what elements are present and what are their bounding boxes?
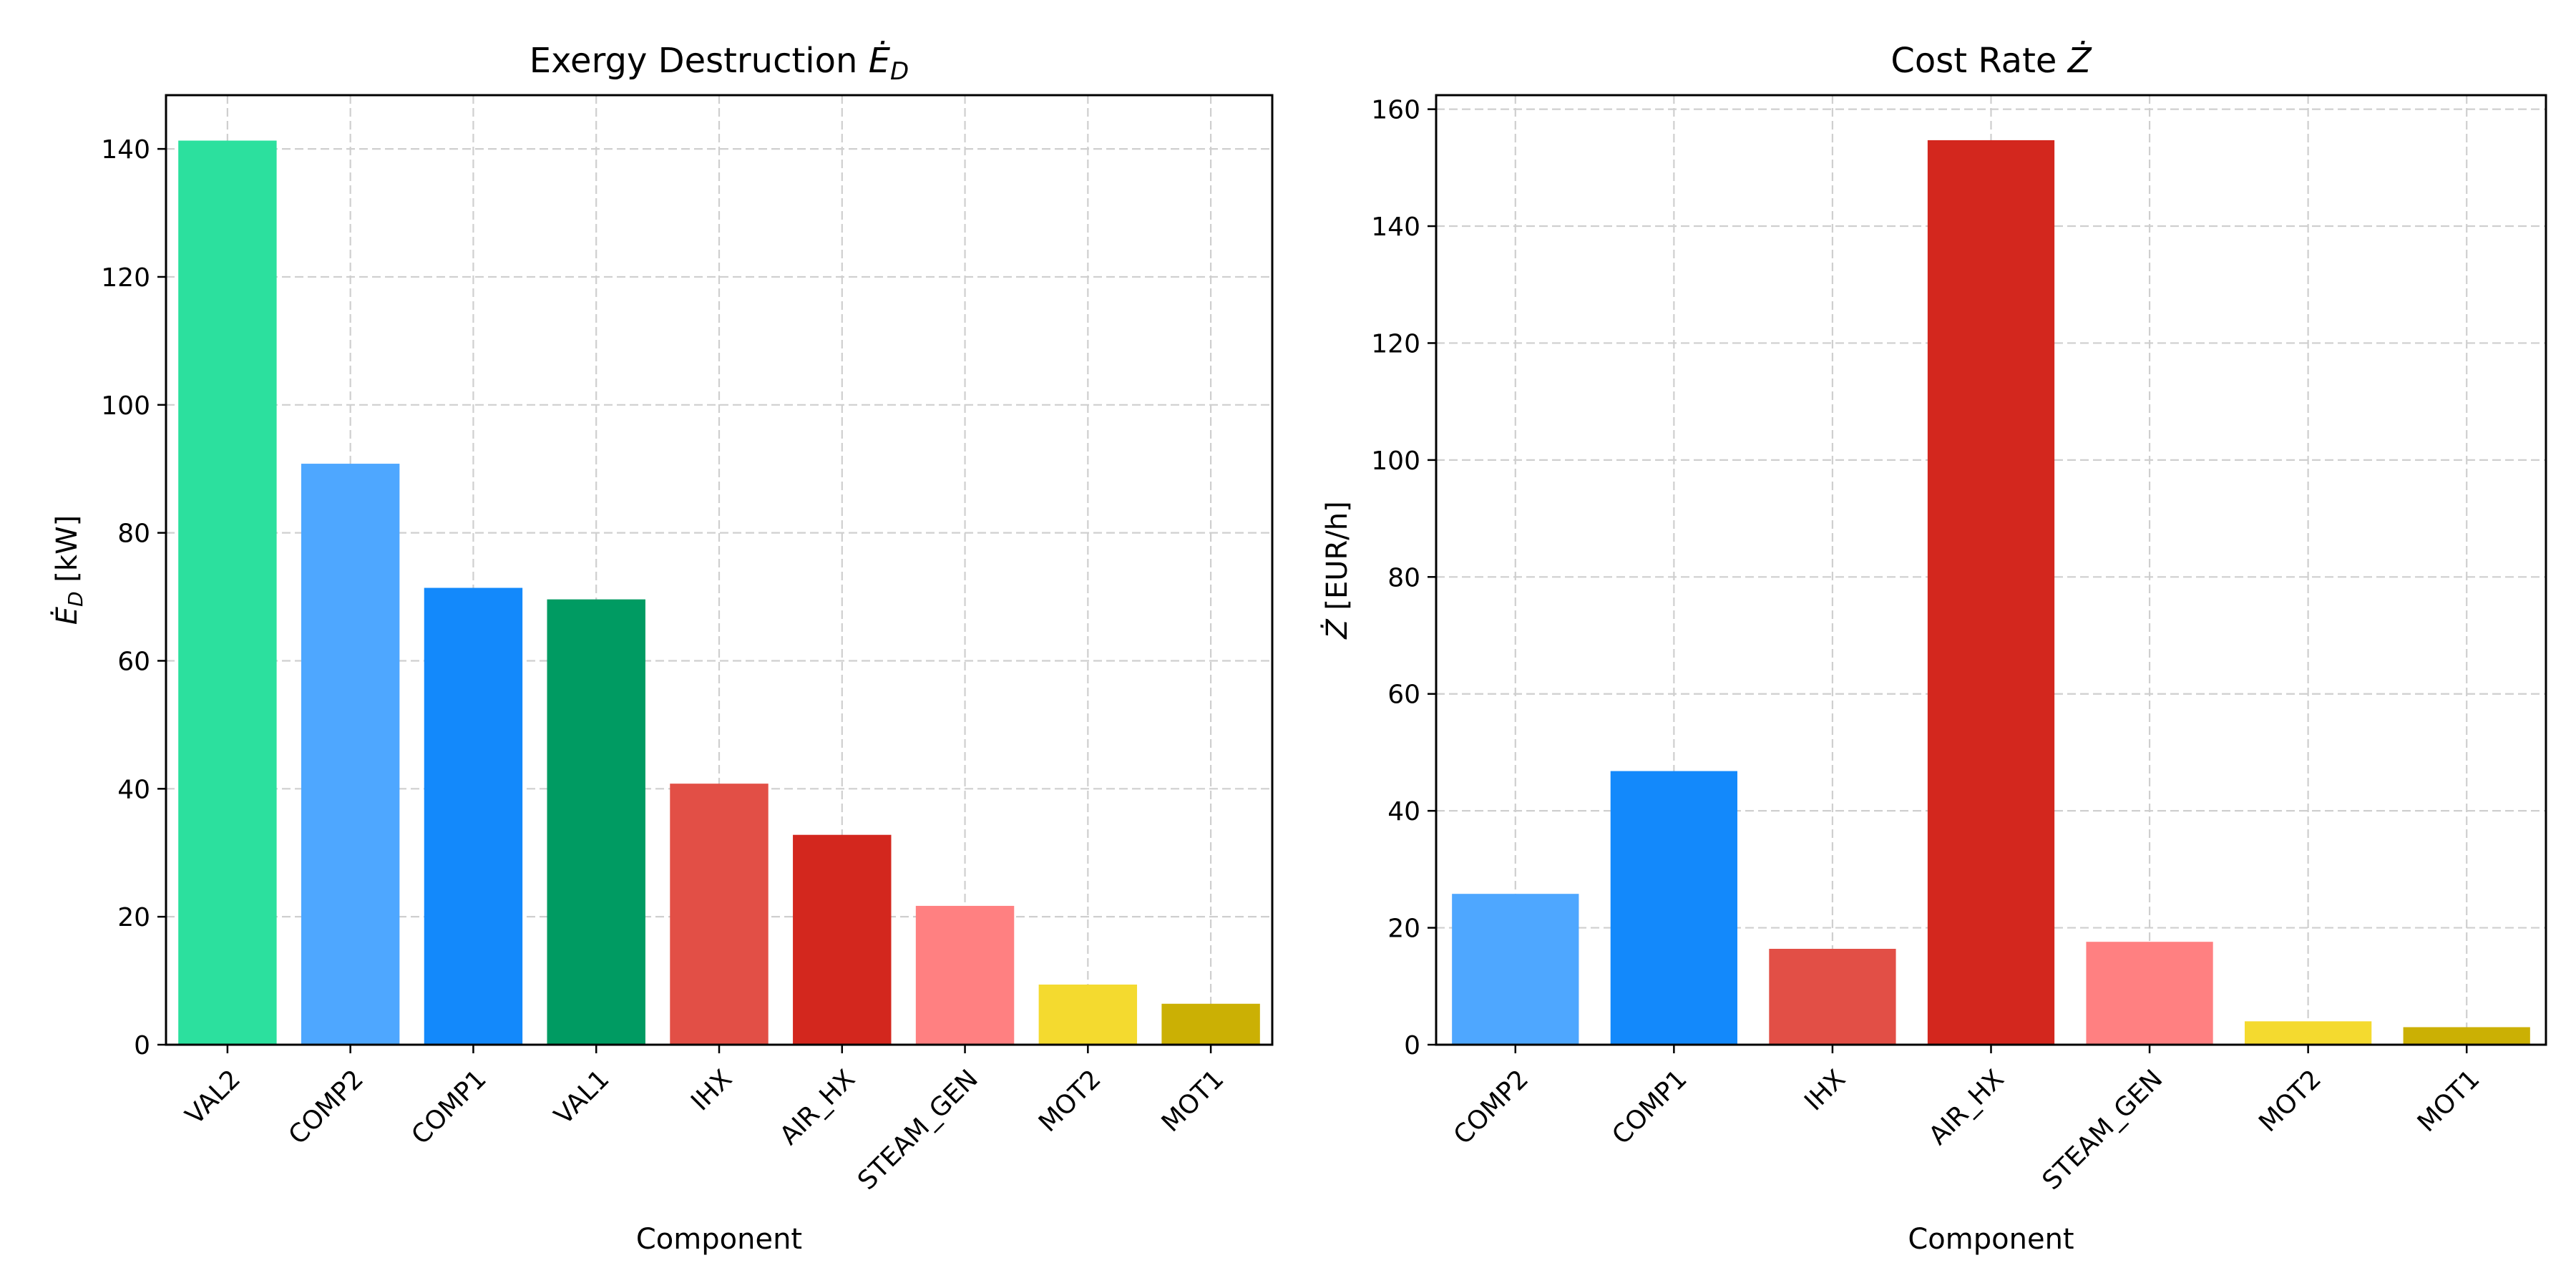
bar-mot1	[2403, 1027, 2530, 1045]
bar-comp1	[424, 587, 523, 1045]
y-tick-label: 100	[1371, 447, 1420, 476]
chart-title: Cost Rate Ż	[1890, 41, 2092, 81]
x-axis-label: Component	[636, 1223, 802, 1256]
y-tick-label: 80	[117, 519, 150, 549]
bar-val2	[178, 140, 277, 1045]
y-axis-label: ĖD [kW]	[49, 515, 87, 625]
y-axis-label-text: Ż [EUR/h]	[1319, 501, 1354, 640]
bar-steam-gen	[915, 905, 1015, 1045]
y-tick-label: 60	[1387, 680, 1420, 710]
y-tick-label: 120	[1371, 329, 1420, 358]
bars	[178, 140, 1260, 1045]
y-tick-label: 20	[117, 903, 150, 932]
bar-comp2	[301, 464, 400, 1045]
y-tick-label: 0	[134, 1031, 150, 1060]
bar-mot2	[1038, 984, 1138, 1045]
y-tick-label: 40	[117, 775, 150, 804]
bar-comp2	[1452, 894, 1579, 1045]
y-axis-label-text: ĖD [kW]	[49, 515, 87, 625]
y-tick-label: 60	[117, 647, 150, 676]
y-tick-label: 80	[1387, 563, 1420, 592]
y-tick-label: 160	[1371, 96, 1420, 125]
chart-title: Exergy Destruction ĖD	[530, 41, 909, 86]
y-tick-label: 100	[101, 391, 150, 421]
y-tick-label: 20	[1387, 914, 1420, 944]
bar-ihx	[670, 784, 769, 1045]
y-axis-label: Ż [EUR/h]	[1319, 501, 1354, 640]
bar-mot2	[2245, 1021, 2372, 1045]
bar-ihx	[1769, 948, 1896, 1045]
bar-air-hx	[793, 834, 892, 1045]
bar-steam-gen	[2086, 942, 2213, 1045]
y-tick-label: 40	[1387, 797, 1420, 826]
bar-comp1	[1610, 771, 1737, 1045]
x-axis-label: Component	[1908, 1223, 2074, 1256]
bar-val1	[547, 599, 645, 1045]
y-tick-label: 0	[1404, 1031, 1420, 1060]
y-tick-label: 120	[101, 263, 150, 293]
bar-air-hx	[1927, 140, 2055, 1045]
y-tick-label: 140	[101, 135, 150, 165]
bars	[1452, 140, 2530, 1045]
bar-mot1	[1161, 1003, 1260, 1045]
y-tick-label: 140	[1371, 213, 1420, 242]
